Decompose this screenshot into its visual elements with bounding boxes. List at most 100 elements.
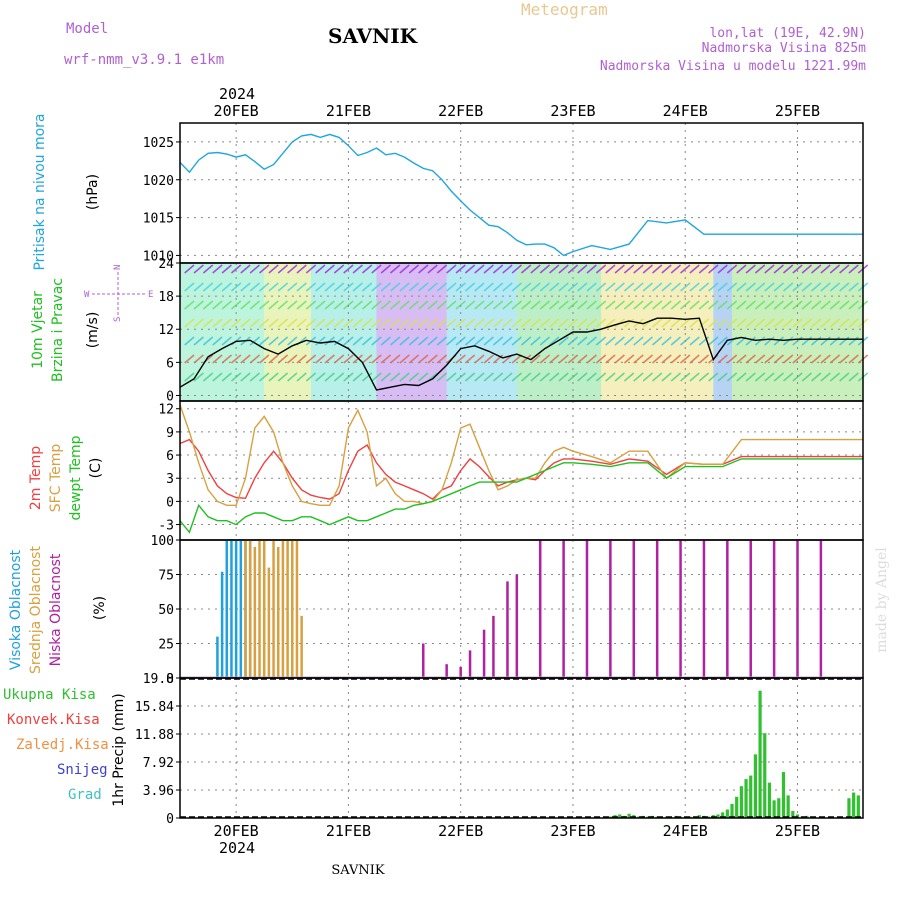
model-name: wrf-nmm_v3.9.1 e1km bbox=[64, 52, 224, 68]
precip-bar bbox=[730, 803, 734, 818]
wind-barb bbox=[567, 318, 579, 328]
wind-barb bbox=[492, 372, 504, 382]
cloud-bar bbox=[632, 540, 636, 678]
cloud-bar bbox=[230, 540, 233, 678]
wind-barb bbox=[464, 354, 476, 364]
wind-barb bbox=[202, 318, 214, 328]
wind-barb bbox=[380, 372, 392, 382]
wind-barb bbox=[539, 372, 551, 382]
wind-barb bbox=[324, 318, 335, 328]
wind-ytick-label: 0 bbox=[166, 389, 174, 404]
wind-barb bbox=[670, 264, 682, 274]
wind-barb bbox=[633, 264, 644, 274]
wind-ytick-label: 18 bbox=[158, 290, 174, 305]
cloud-bar bbox=[445, 664, 448, 678]
wind-barb bbox=[558, 336, 569, 346]
wind-barb bbox=[661, 354, 672, 364]
wind-barb bbox=[418, 282, 429, 292]
wind-barb bbox=[773, 318, 784, 328]
cloud-bar bbox=[281, 540, 285, 678]
wind-barb bbox=[259, 282, 270, 292]
wind-barb bbox=[249, 354, 261, 364]
wind-barb bbox=[726, 354, 738, 364]
wind-barb bbox=[390, 354, 401, 364]
wind-barb bbox=[371, 264, 382, 274]
wind-barb bbox=[315, 282, 326, 292]
wind-barb bbox=[623, 264, 635, 274]
wind-barb bbox=[221, 282, 232, 292]
wind-barb bbox=[240, 354, 251, 364]
wind-barb bbox=[567, 282, 579, 292]
wind-barb bbox=[193, 354, 204, 364]
wind-barb bbox=[605, 300, 616, 310]
wind-barb bbox=[464, 336, 476, 346]
wind-barb bbox=[680, 354, 691, 364]
wind-barb bbox=[212, 300, 223, 310]
wind-barb bbox=[436, 264, 448, 274]
wind-barb bbox=[436, 372, 448, 382]
wind-barb bbox=[212, 318, 223, 328]
wind-barb bbox=[296, 282, 307, 292]
wind-barb bbox=[633, 282, 644, 292]
wind-barb bbox=[446, 282, 457, 292]
temperature-ytick-label: 12 bbox=[158, 403, 174, 418]
wind-barb bbox=[390, 318, 401, 328]
wind-barb bbox=[333, 300, 345, 310]
wind-barb bbox=[726, 318, 738, 328]
cloud-bar bbox=[796, 540, 799, 678]
wind-barb bbox=[745, 372, 756, 382]
precip-legend-snow: Snijeg bbox=[57, 762, 108, 778]
wind-barb bbox=[361, 372, 373, 382]
wind-barb bbox=[361, 336, 373, 346]
precip-bar bbox=[721, 812, 725, 818]
wind-barb bbox=[586, 336, 597, 346]
wind-barb bbox=[717, 264, 728, 274]
chart-panels: 101010151020102506121824-303691202550751… bbox=[135, 122, 869, 827]
wind-barb bbox=[717, 354, 728, 364]
wind-barb bbox=[361, 300, 373, 310]
wind-barb bbox=[399, 318, 410, 328]
pressure-label: Pritisak na nivou mora bbox=[32, 113, 48, 270]
wind-barb bbox=[380, 282, 392, 292]
precip-ytick-label: 11.88 bbox=[135, 728, 174, 743]
wind-barb bbox=[549, 318, 560, 328]
cloud-bar bbox=[276, 546, 280, 678]
wind-barb bbox=[268, 282, 279, 292]
wind-barb bbox=[820, 282, 831, 292]
wind-barb bbox=[530, 300, 541, 310]
wind-barb bbox=[277, 336, 289, 346]
wind-barb bbox=[492, 318, 504, 328]
wind-barb bbox=[249, 318, 261, 328]
wind-barb bbox=[230, 264, 242, 274]
wind-barb bbox=[249, 336, 261, 346]
wind-barb bbox=[530, 318, 541, 328]
wind-barb bbox=[642, 372, 653, 382]
wind-ytick-label: 12 bbox=[158, 323, 174, 338]
wind-barb bbox=[502, 372, 513, 382]
wind-barb bbox=[530, 264, 541, 274]
wind-barb bbox=[717, 318, 728, 328]
wind-barb bbox=[446, 300, 457, 310]
wind-barb bbox=[427, 300, 438, 310]
wind-barb bbox=[839, 372, 850, 382]
wind-barb bbox=[811, 318, 822, 328]
wind-barb bbox=[661, 300, 672, 310]
wind-barb bbox=[184, 300, 195, 310]
wind-barb bbox=[745, 300, 756, 310]
wind-barb bbox=[651, 300, 663, 310]
wind-barb bbox=[371, 300, 382, 310]
wind-barb bbox=[848, 354, 859, 364]
wind-barb bbox=[558, 282, 569, 292]
wind-barb bbox=[642, 336, 653, 346]
wind-barb bbox=[380, 300, 392, 310]
cloud-bar bbox=[253, 546, 257, 678]
wind-barb bbox=[745, 282, 756, 292]
temperature-ytick-label: 6 bbox=[166, 449, 174, 464]
wind-barb bbox=[492, 354, 504, 364]
wind-label-1: 10m Vjetar bbox=[30, 291, 46, 369]
wind-barb bbox=[193, 372, 204, 382]
wind-barb bbox=[408, 300, 420, 310]
wind-barb bbox=[717, 372, 728, 382]
wind-barb bbox=[464, 282, 476, 292]
